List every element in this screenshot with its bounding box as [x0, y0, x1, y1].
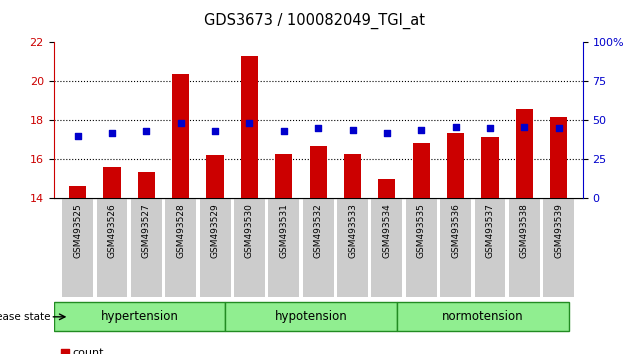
Text: GSM493536: GSM493536: [451, 203, 460, 258]
Text: count: count: [72, 348, 104, 354]
Text: hypotension: hypotension: [275, 310, 348, 323]
Bar: [516, 109, 533, 198]
Bar: [413, 143, 430, 198]
Point: [278, 129, 289, 134]
Text: GDS3673 / 100082049_TGI_at: GDS3673 / 100082049_TGI_at: [205, 12, 425, 29]
FancyBboxPatch shape: [96, 198, 127, 297]
FancyBboxPatch shape: [474, 198, 505, 297]
FancyBboxPatch shape: [62, 198, 93, 297]
Text: normotension: normotension: [442, 310, 524, 323]
FancyBboxPatch shape: [54, 302, 226, 331]
Point: [519, 124, 529, 130]
Point: [176, 121, 186, 126]
Text: hypertension: hypertension: [101, 310, 178, 323]
Text: GSM493537: GSM493537: [486, 203, 495, 258]
FancyBboxPatch shape: [337, 198, 368, 297]
Point: [485, 125, 495, 131]
Point: [382, 130, 392, 136]
FancyBboxPatch shape: [302, 198, 334, 297]
FancyBboxPatch shape: [226, 302, 397, 331]
Text: GSM493534: GSM493534: [382, 203, 391, 258]
Text: GSM493539: GSM493539: [554, 203, 563, 258]
Point: [313, 125, 323, 131]
Point: [450, 124, 461, 130]
FancyBboxPatch shape: [397, 302, 569, 331]
Point: [72, 133, 83, 139]
Text: GSM493525: GSM493525: [73, 203, 82, 258]
Text: GSM493531: GSM493531: [279, 203, 289, 258]
FancyBboxPatch shape: [165, 198, 196, 297]
FancyBboxPatch shape: [268, 198, 299, 297]
Text: GSM493528: GSM493528: [176, 203, 185, 258]
Point: [348, 127, 358, 132]
Text: GSM493529: GSM493529: [210, 203, 220, 258]
Bar: [275, 154, 292, 198]
Point: [210, 129, 220, 134]
Bar: [550, 118, 567, 198]
FancyBboxPatch shape: [200, 198, 231, 297]
Point: [416, 127, 427, 132]
Bar: [207, 155, 224, 198]
Point: [244, 121, 255, 126]
Bar: [378, 179, 396, 198]
FancyBboxPatch shape: [131, 198, 162, 297]
Text: disease state: disease state: [0, 312, 50, 322]
Bar: [69, 185, 86, 198]
Text: GSM493535: GSM493535: [416, 203, 426, 258]
FancyBboxPatch shape: [234, 198, 265, 297]
Point: [141, 129, 151, 134]
Text: GSM493538: GSM493538: [520, 203, 529, 258]
Text: GSM493533: GSM493533: [348, 203, 357, 258]
FancyBboxPatch shape: [372, 198, 403, 297]
Bar: [447, 133, 464, 198]
Bar: [172, 74, 189, 198]
FancyBboxPatch shape: [406, 198, 437, 297]
Bar: [138, 172, 155, 198]
Point: [59, 350, 70, 354]
FancyBboxPatch shape: [509, 198, 540, 297]
FancyBboxPatch shape: [440, 198, 471, 297]
Point: [107, 130, 117, 136]
Text: GSM493530: GSM493530: [245, 203, 254, 258]
Bar: [103, 167, 120, 198]
Bar: [309, 146, 327, 198]
Bar: [481, 137, 498, 198]
Point: [554, 125, 564, 131]
Text: GSM493527: GSM493527: [142, 203, 151, 258]
Bar: [241, 56, 258, 198]
Text: GSM493526: GSM493526: [108, 203, 117, 258]
Bar: [344, 154, 361, 198]
FancyBboxPatch shape: [543, 198, 574, 297]
Text: GSM493532: GSM493532: [314, 203, 323, 258]
